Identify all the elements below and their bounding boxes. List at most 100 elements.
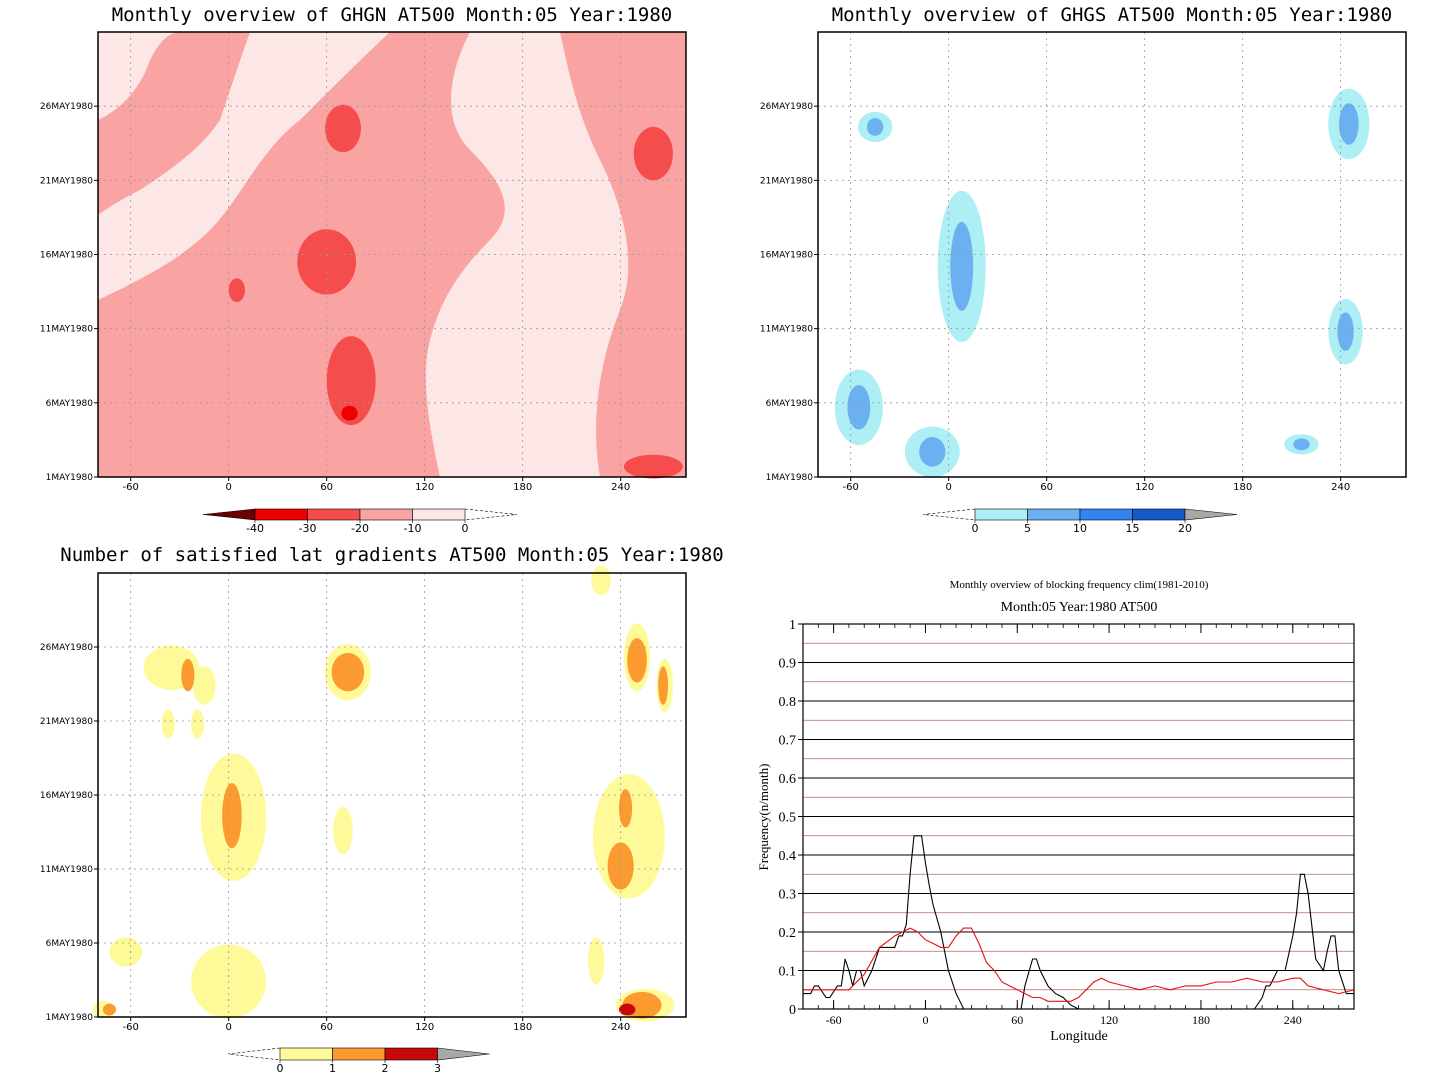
y-tick-label: 1MAY1980 [46,473,94,483]
colorbar-high-triangle [437,1047,490,1061]
x-tick-label: 120 [415,482,434,493]
series-line-1 [803,927,1355,1002]
colorbar-label: 20 [1178,522,1192,535]
region-1 [192,666,216,705]
y-tick-label: 11MAY1980 [40,865,93,875]
colorbar-label: 1 [329,1062,336,1075]
region-19 [658,666,669,705]
region-2 [161,709,175,739]
y-tick-label: 26MAY1980 [760,102,813,112]
y-tick-label: 0.6 [779,772,797,787]
region-5 [919,436,946,467]
region-20 [222,783,242,849]
colorbar-label: -30 [299,522,317,535]
colorbar-high-triangle [464,508,518,521]
x-tick-label: 0 [945,482,951,493]
x-tick-label: 60 [1011,1013,1023,1027]
x-tick-label: 120 [1135,482,1154,493]
y-tick-label: 1MAY1980 [46,1013,94,1023]
region-4 [633,126,673,181]
colorbar-label: 5 [1024,522,1031,535]
x-tick-label: 120 [1100,1013,1118,1027]
ghgn-field-2 [98,32,250,215]
region-5 [591,565,611,596]
colorbar-box [1027,508,1081,521]
x-tick-label: 0 [225,1022,231,1033]
colorbar-box [412,508,466,521]
region-21 [619,789,633,828]
colorbar-high-triangle [1184,508,1238,521]
colorbar-box [254,508,308,521]
lat-gradients-colorbar: 0 1 2 3 [227,1047,490,1075]
colorbar-low-triangle [922,508,976,521]
region-5 [623,454,683,479]
frequency-y-axis-label: Frequency(n/month) [756,764,771,871]
region-11 [588,937,605,985]
ghgs-title: Monthly overview of GHGS AT500 Month:05 … [832,4,1393,26]
y-tick-label: 0.1 [779,965,797,980]
colorbar-label: -20 [351,522,369,535]
region-24 [619,1003,636,1016]
colorbar-label: 0 [277,1062,284,1075]
region-2 [325,104,361,153]
ghgs-colorbar: 0 5 10 15 20 [922,508,1238,535]
y-tick-label: 0.5 [779,811,797,826]
region-25 [102,1003,116,1016]
region-22 [607,842,634,890]
region-6 [1293,438,1310,451]
y-tick-label: 26MAY1980 [40,643,93,653]
region-18 [627,638,647,683]
colorbar-label: 10 [1073,522,1087,535]
x-tick-label: 240 [611,482,630,493]
x-tick-label: 180 [513,482,532,493]
x-tick-label: 0 [922,1013,928,1027]
x-tick-label: 240 [1331,482,1350,493]
frequency-title: Monthly overview of blocking frequency c… [950,579,1209,591]
colorbar-label: 2 [382,1062,389,1075]
y-tick-label: 6MAY1980 [46,939,94,949]
x-tick-label: -60 [826,1013,842,1027]
y-tick-label: 6MAY1980 [766,399,814,409]
lat-gradients-title: Number of satisfied lat gradients AT500 … [60,544,723,566]
y-tick-label: 1MAY1980 [766,473,814,483]
region-4 [1337,312,1354,351]
x-tick-label: 180 [1233,482,1252,493]
colorbar-box [1132,508,1186,521]
colorbar-low-triangle [227,1047,281,1061]
colorbar-label: 0 [972,522,979,535]
colorbar-label: -40 [246,522,264,535]
colorbar-box [332,1047,386,1061]
x-tick-label: 120 [415,1022,434,1033]
y-tick-label: 0 [789,1003,796,1018]
region-1 [847,385,871,430]
colorbar-label: 15 [1126,522,1140,535]
x-tick-label: 240 [611,1022,630,1033]
colorbar-box [1079,508,1133,521]
blocking-frequency-panel: Monthly overview of blocking frequency c… [756,579,1355,1044]
region-3 [1339,103,1359,145]
colorbar-box [974,508,1028,521]
x-tick-label: -60 [122,1022,138,1033]
y-tick-label: 21MAY1980 [40,176,93,186]
y-tick-label: 0.7 [779,734,797,749]
region-17 [331,652,365,692]
colorbar-box [279,1047,333,1061]
region-6 [341,405,358,421]
x-tick-label: 0 [225,482,231,493]
y-tick-label: 21MAY1980 [760,176,813,186]
x-tick-label: -60 [122,482,138,493]
ghgs-panel: Monthly overview of GHGS AT500 Month:05 … [760,4,1407,535]
frequency-subtitle: Month:05 Year:1980 AT500 [1001,600,1158,615]
colorbar-box [307,508,361,521]
y-tick-label: 0.3 [779,888,797,903]
colorbar-label: 3 [434,1062,441,1075]
region-9 [333,806,353,855]
x-tick-label: 180 [1192,1013,1210,1027]
region-3 [191,709,205,739]
region-16 [181,658,195,692]
y-tick-label: 21MAY1980 [40,717,93,727]
x-tick-label: 240 [1284,1013,1302,1027]
lat-gradients-panel: Number of satisfied lat gradients AT500 … [40,544,724,1075]
x-tick-label: 60 [320,482,333,493]
